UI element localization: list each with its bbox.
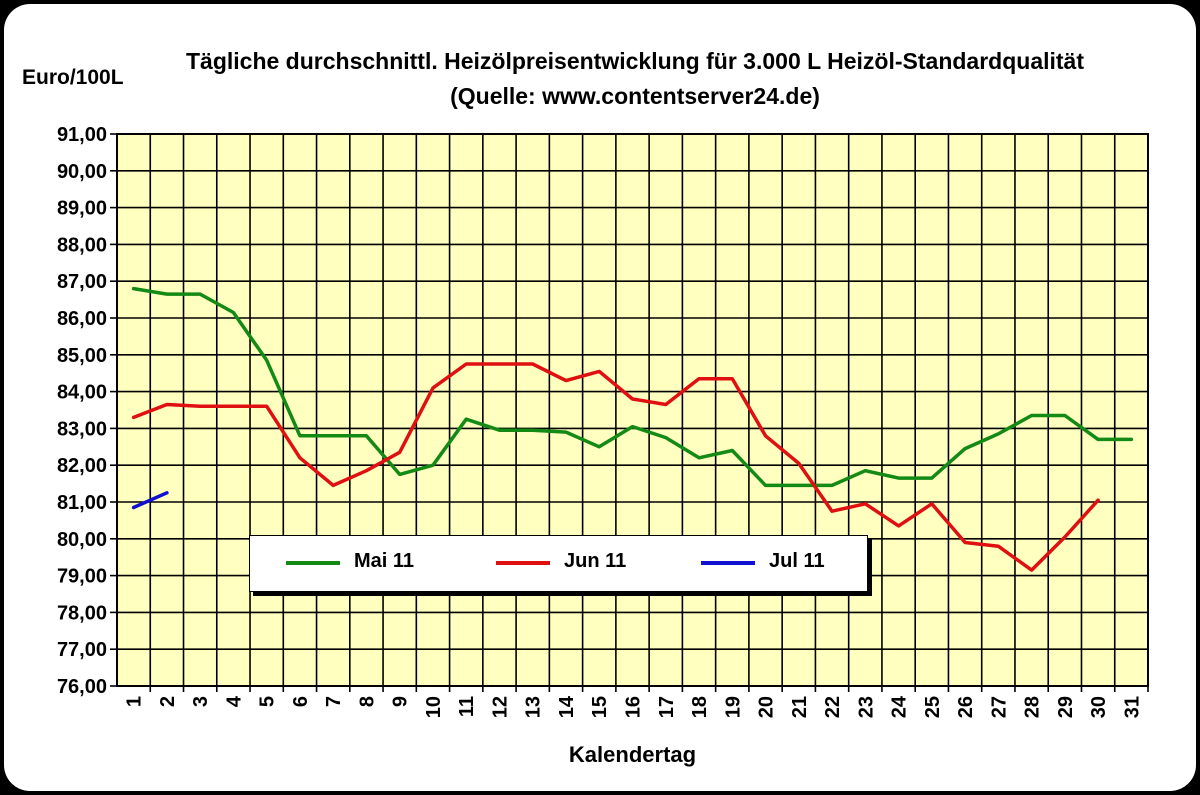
y-tick-label: 90,00 — [57, 161, 107, 183]
y-tick-label: 89,00 — [57, 198, 107, 220]
chart-title: Tägliche durchschnittl. Heizölpreisentwi… — [185, 48, 1084, 109]
y-tick-label: 88,00 — [57, 234, 107, 256]
x-tick-label: 24 — [889, 695, 911, 718]
series-line-jun-11 — [131, 362, 1100, 572]
x-tick-label: 1 — [124, 696, 146, 707]
y-tick-label: 78,00 — [57, 602, 107, 624]
legend-swatch-mai — [286, 561, 340, 565]
x-tick-label: 8 — [356, 696, 378, 707]
y-tick-label: 79,00 — [57, 566, 107, 588]
x-tick-label: 13 — [523, 696, 545, 718]
y-tick-label: 80,00 — [57, 529, 107, 551]
legend-label-mai: Mai 11 — [354, 550, 415, 572]
x-tick-label: 28 — [1022, 696, 1044, 718]
plot-area — [116, 133, 1149, 687]
legend-swatch-jul — [701, 561, 755, 565]
x-tick-label: 18 — [689, 696, 711, 718]
x-tick-label: 11 — [456, 696, 478, 717]
y-tick-label: 91,00 — [57, 124, 107, 146]
x-tick-label: 22 — [822, 696, 844, 718]
legend: Mai 11 Jun 11 Jul 11 — [249, 535, 868, 592]
x-tick-label: 4 — [223, 695, 245, 707]
y-tick-label: 82,00 — [57, 455, 107, 477]
series-line-mai-11 — [131, 286, 1134, 488]
series-line-jul-11 — [131, 491, 169, 510]
x-tick-label: 3 — [190, 696, 212, 707]
x-tick-label: 7 — [323, 696, 345, 707]
x-tick-label: 6 — [290, 696, 312, 707]
x-tick-label: 2 — [157, 696, 179, 707]
y-tick-label: 83,00 — [57, 418, 107, 440]
x-tick-label: 21 — [789, 696, 811, 718]
x-tick-label: 25 — [922, 696, 944, 718]
legend-swatch-jun — [496, 561, 550, 565]
x-tick-label: 12 — [489, 696, 511, 718]
y-tick-label: 76,00 — [57, 676, 107, 698]
y-axis-ticks: 76,00 77,00 78,00 79,00 80,00 81,00 82,00 83,00… — [57, 124, 117, 698]
x-tick-label: 26 — [955, 696, 977, 718]
y-tick-label: 77,00 — [57, 639, 107, 661]
x-tick-label: 14 — [556, 695, 578, 718]
x-tick-label: 19 — [722, 696, 744, 718]
x-tick-label: 16 — [623, 696, 645, 718]
y-tick-label: 87,00 — [57, 271, 107, 293]
series-lines — [131, 286, 1134, 572]
x-tick-label: 15 — [589, 696, 611, 718]
y-tick-label: 86,00 — [57, 308, 107, 330]
legend-label-jul: Jul 11 — [769, 550, 825, 572]
x-tick-label: 27 — [988, 696, 1010, 718]
x-axis-ticks: 1 2 3 4 5 6 7 8 9 10 11 12 13 14 15 16 17 18 19 20 21 22 23 24 2… — [124, 686, 1149, 718]
y-tick-label: 85,00 — [57, 345, 107, 367]
legend-label-jun: Jun 11 — [564, 550, 627, 572]
y-tick-label: 81,00 — [57, 492, 107, 514]
x-tick-label: 5 — [257, 696, 279, 707]
x-tick-label: 17 — [656, 696, 678, 718]
x-tick-label: 23 — [855, 696, 877, 718]
x-tick-label: 9 — [390, 696, 412, 707]
x-axis-title: Kalendertag — [568, 742, 697, 767]
x-tick-label: 31 — [1121, 696, 1143, 718]
x-tick-label: 10 — [423, 696, 445, 718]
y-axis-unit-label: Euro/100L — [22, 66, 124, 89]
x-tick-label: 29 — [1055, 696, 1077, 718]
x-tick-label: 30 — [1088, 696, 1110, 718]
x-tick-label: 20 — [756, 696, 778, 718]
y-tick-label: 84,00 — [57, 382, 107, 404]
